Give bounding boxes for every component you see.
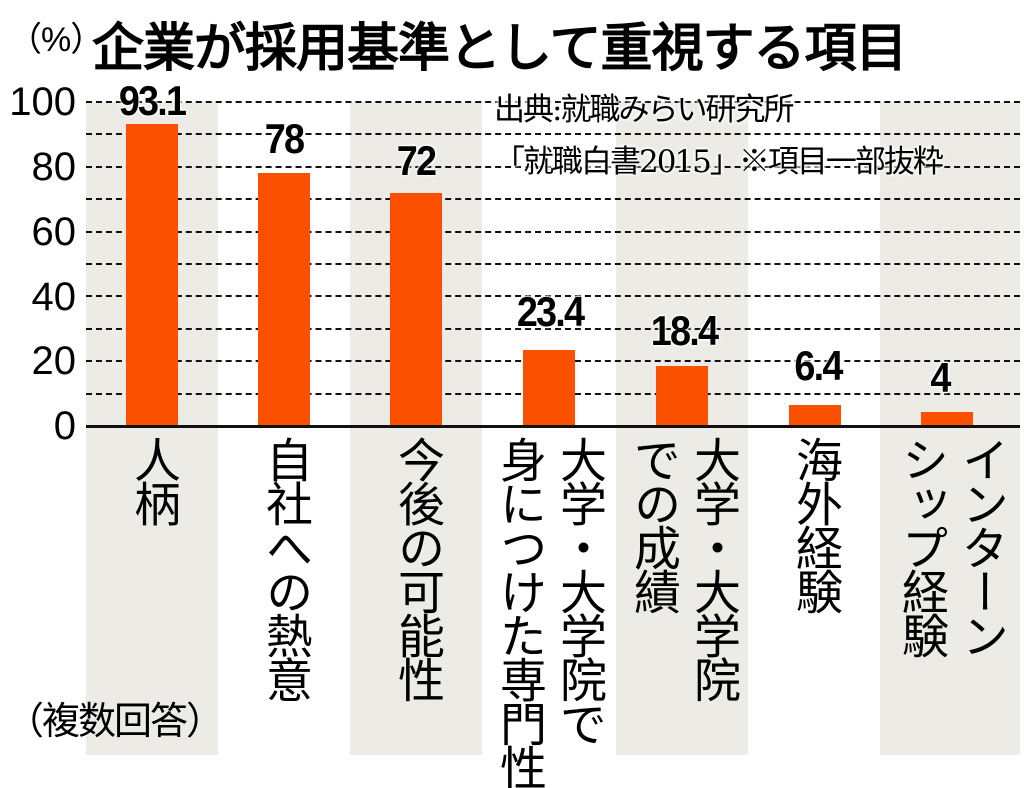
bar-1 xyxy=(126,124,178,426)
source-line-1: 出典:就職みらい研究所 xyxy=(494,92,794,128)
y-tick-20: 20 xyxy=(31,339,77,383)
y-tick-100: 100 xyxy=(9,80,76,124)
x-axis-baseline xyxy=(86,425,1020,428)
gridline-70 xyxy=(86,198,1020,200)
column-band-5 xyxy=(616,102,748,755)
category-label-7-line-2: シップ経験 xyxy=(893,436,948,656)
y-axis-unit-label: （%） xyxy=(8,21,104,59)
category-label-4-line-2: 身につけた専門性 xyxy=(491,436,546,788)
category-label-1-line-1: 人柄 xyxy=(125,436,180,524)
footnote-multiple-answers: （複数回答） xyxy=(6,699,224,743)
chart-title: 企業が採用基準として重視する項目 xyxy=(92,19,907,79)
bar-6 xyxy=(789,405,841,426)
category-label-6-line-1: 海外経験 xyxy=(787,436,842,612)
category-label-5: 大学・大学院 での成績 xyxy=(616,436,748,700)
value-label-7: 4 xyxy=(930,354,951,401)
category-label-3: 今後の可能性 xyxy=(350,436,482,700)
gridline-80 xyxy=(86,166,1020,168)
value-label-5: 18.4 xyxy=(650,307,719,354)
column-band-7 xyxy=(880,102,1020,755)
y-tick-40: 40 xyxy=(31,275,77,319)
gridline-90 xyxy=(86,133,1020,135)
category-label-5-line-2: での成績 xyxy=(625,436,680,612)
value-label-4: 23.4 xyxy=(516,288,585,335)
gridline-40 xyxy=(86,295,1020,297)
category-label-5-line-1: 大学・大学院 xyxy=(685,436,740,700)
category-label-1: 人柄 xyxy=(86,436,218,524)
category-label-2: 自社への熱意 xyxy=(218,436,350,700)
bar-3 xyxy=(390,193,442,426)
bar-5 xyxy=(656,366,708,426)
category-label-6: 海外経験 xyxy=(748,436,880,612)
category-label-7-line-1: インターン xyxy=(953,436,1008,656)
gridline-50 xyxy=(86,263,1020,265)
gridline-30 xyxy=(86,328,1020,330)
value-label-2: 78 xyxy=(264,115,305,162)
bar-4 xyxy=(523,350,575,426)
source-line-2: 「就職白書2015」※項目一部抜粋 xyxy=(494,144,944,180)
bar-2 xyxy=(258,173,310,426)
category-label-4: 大学・大学院で 身につけた専門性 xyxy=(482,436,614,788)
y-tick-0: 0 xyxy=(53,404,76,448)
y-tick-60: 60 xyxy=(31,210,77,254)
value-label-3: 72 xyxy=(396,137,437,184)
category-label-4-line-1: 大学・大学院で xyxy=(551,436,606,744)
gridline-100 xyxy=(86,101,1020,103)
bar-7 xyxy=(921,412,973,426)
value-label-6: 6.4 xyxy=(794,342,843,389)
category-label-3-line-1: 今後の可能性 xyxy=(389,436,444,700)
source-annotation: 出典:就職みらい研究所 「就職白書2015」※項目一部抜粋 xyxy=(494,84,944,188)
value-label-1: 93.1 xyxy=(118,77,187,124)
category-label-7: インターン シップ経験 xyxy=(884,436,1016,656)
y-tick-80: 80 xyxy=(31,145,77,189)
gridline-60 xyxy=(86,231,1020,233)
category-label-2-line-1: 自社への熱意 xyxy=(257,436,312,700)
